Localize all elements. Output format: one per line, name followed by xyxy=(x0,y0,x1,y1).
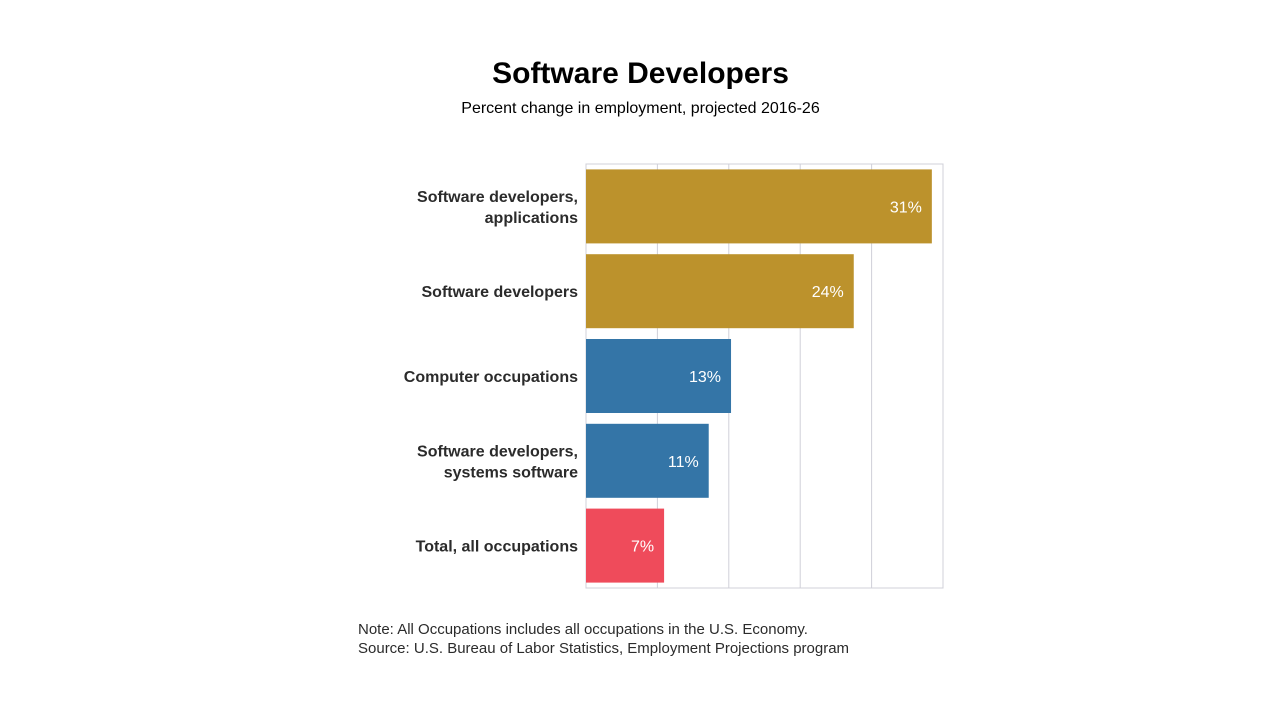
category-label: Computer occupations xyxy=(404,369,578,386)
bar xyxy=(586,423,709,498)
bar-value-label: 11% xyxy=(668,454,699,471)
chart-source: Source: U.S. Bureau of Labor Statistics,… xyxy=(358,640,850,657)
category-label-line: applications xyxy=(485,210,578,227)
category-label-line: Total, all occupations xyxy=(416,539,578,556)
category-label: Total, all occupations xyxy=(416,539,578,556)
category-label-line: Software developers, xyxy=(417,443,578,460)
bar-value-label: 7% xyxy=(631,539,654,556)
category-label: Software developers, applications xyxy=(417,189,578,227)
category-label-line: Software developers xyxy=(422,284,579,301)
category-label-line: systems software xyxy=(444,464,578,481)
bar xyxy=(586,339,732,413)
bar xyxy=(586,254,854,329)
bar-value-label: 24% xyxy=(812,284,844,301)
chart-notes: Note: All Occupations includes all occup… xyxy=(358,620,849,658)
category-label: Software developers, systems software xyxy=(417,443,578,481)
bar xyxy=(586,169,932,244)
chart-note: Note: All Occupations includes all occup… xyxy=(358,621,808,638)
category-label-line: Software developers, xyxy=(417,189,578,206)
bar xyxy=(586,508,665,583)
chart-subtitle: Percent change in employment, projected … xyxy=(461,100,820,117)
category-label-line: Computer occupations xyxy=(404,369,578,386)
bar-value-label: 31% xyxy=(890,199,922,216)
chart-title: Software Developers xyxy=(492,57,789,90)
category-label: Software developers xyxy=(422,284,579,301)
bar-value-label: 13% xyxy=(689,369,721,386)
